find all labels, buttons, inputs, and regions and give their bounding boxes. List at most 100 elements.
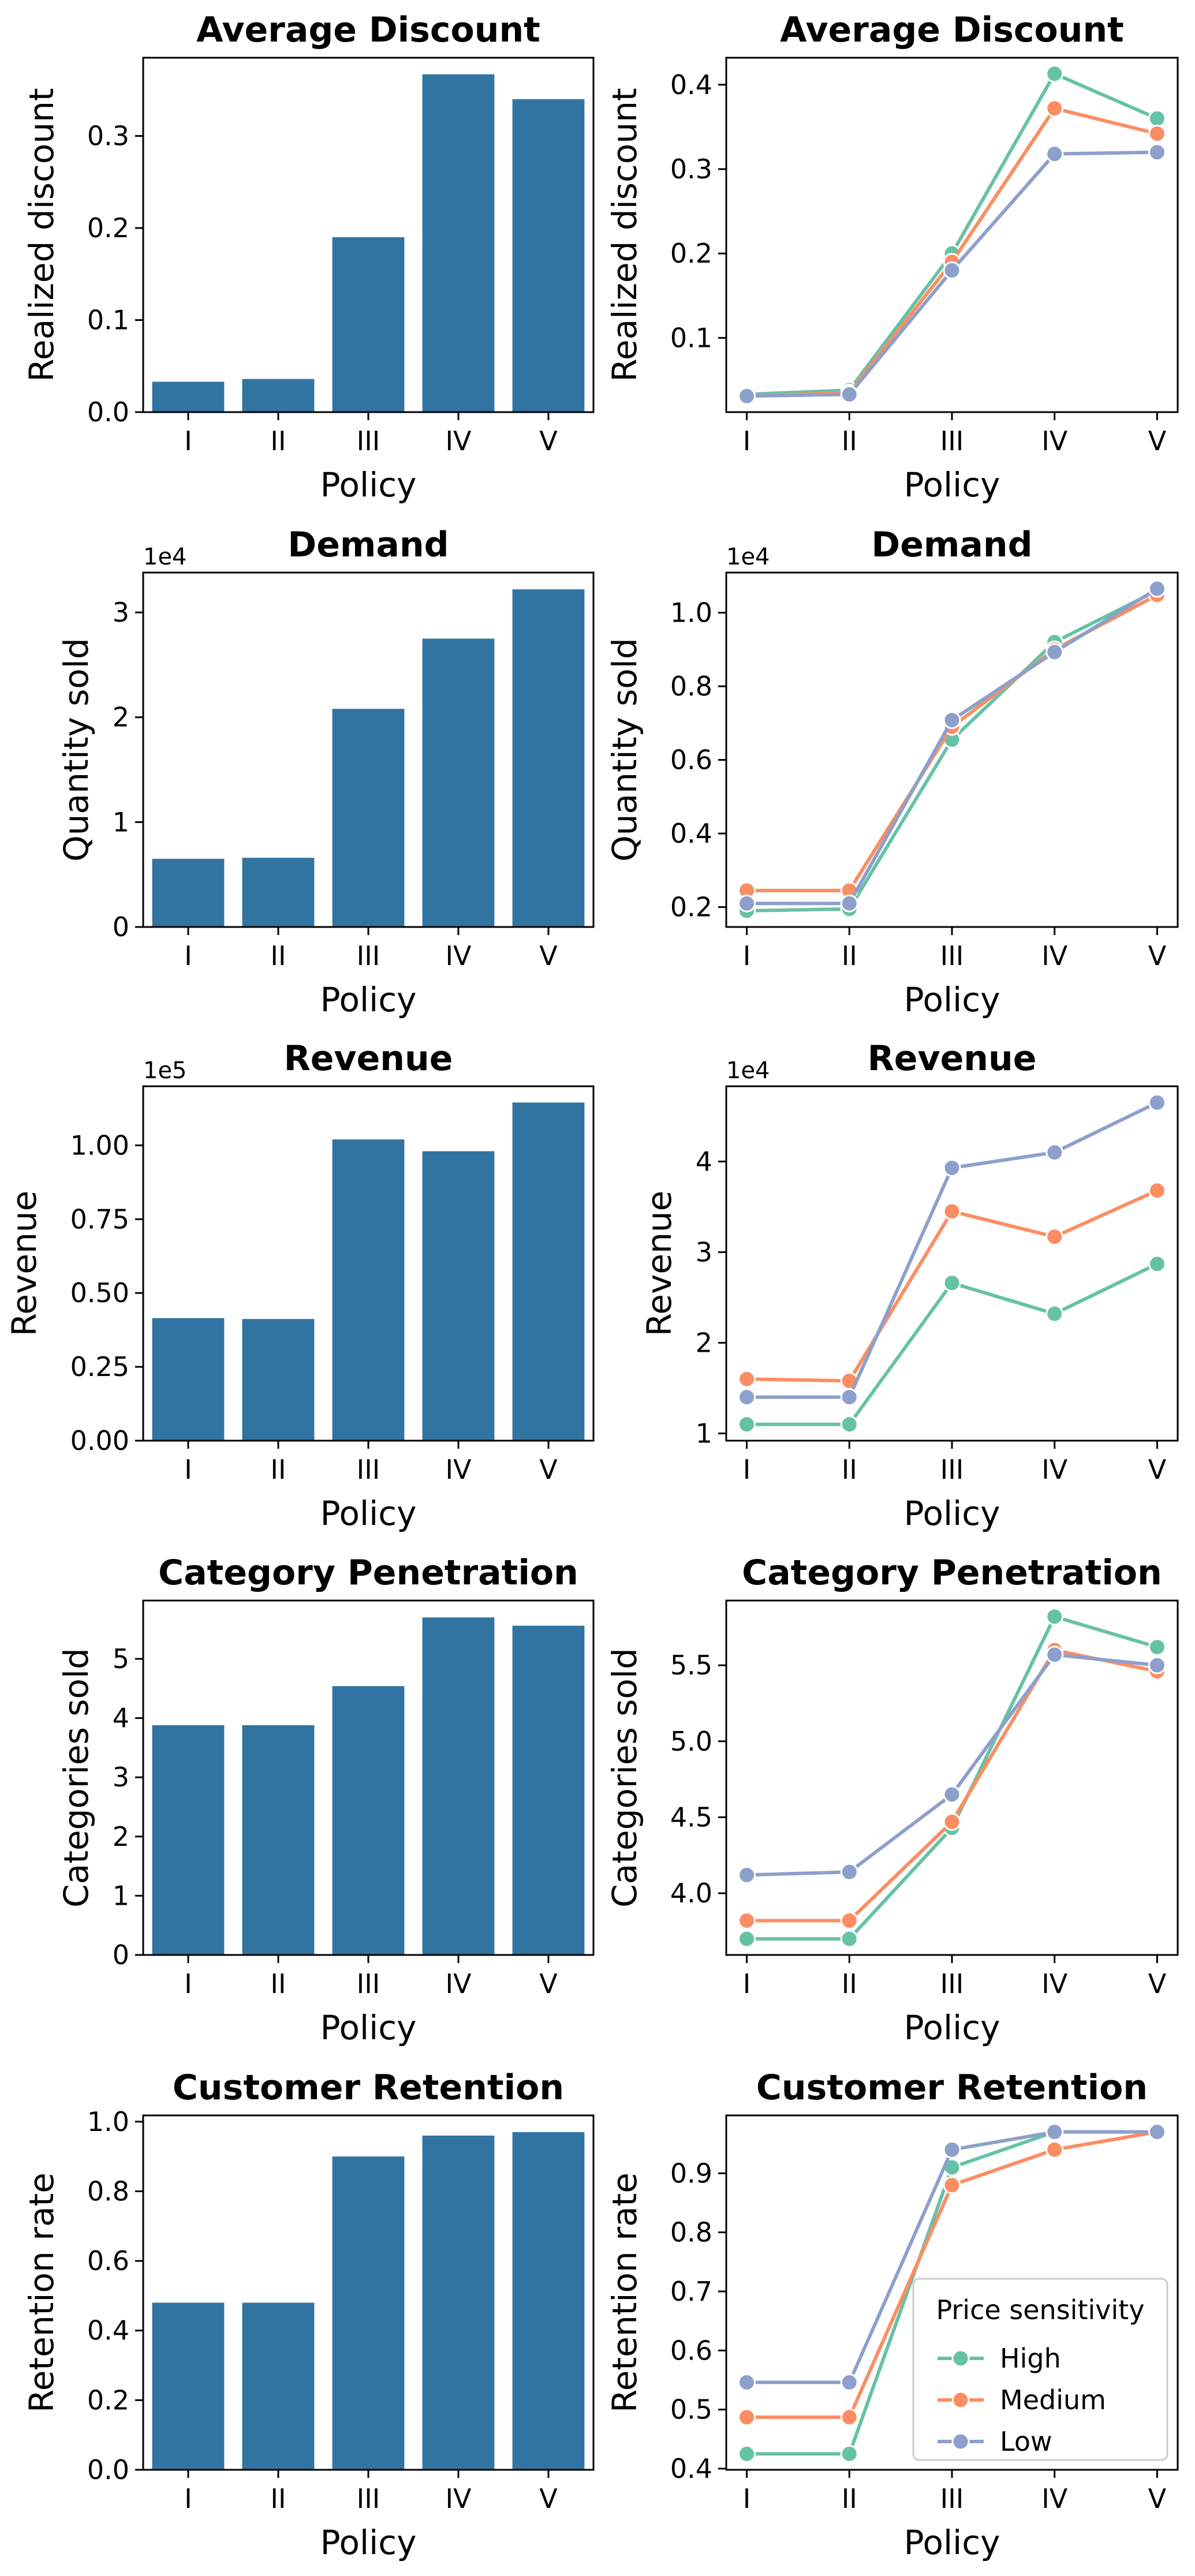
x-tick-label: V — [1148, 1454, 1167, 1485]
axes-frame — [725, 1085, 1179, 1442]
point-high-II — [840, 1415, 858, 1434]
x-tick-label: II — [842, 940, 857, 971]
y-tick-label: 0.8 — [670, 2217, 712, 2248]
point-low-III — [943, 1785, 961, 1804]
series-medium — [738, 2123, 1166, 2427]
point-high-I — [738, 2444, 756, 2463]
point-medium-III — [943, 1202, 961, 1221]
x-tick-label: IV — [445, 1968, 472, 1999]
x-axis-label: Policy — [320, 980, 417, 1019]
y-tick-label: 1 — [696, 1418, 712, 1449]
x-tick-label: IV — [445, 425, 472, 457]
y-tick-label: 0.9 — [670, 2158, 712, 2189]
x-axis-label: Policy — [320, 1494, 417, 1533]
point-low-IV — [1045, 643, 1064, 661]
y-axis-label: Quantity sold — [57, 638, 96, 862]
y-tick-label: 4 — [113, 1703, 129, 1734]
x-tick-label: III — [940, 1968, 964, 1999]
point-medium-II — [840, 2408, 858, 2427]
y-tick-label: 0.1 — [87, 305, 129, 336]
x-tick-label: III — [357, 1968, 380, 1999]
point-low-V — [1148, 143, 1166, 162]
series-line-high — [746, 589, 1158, 913]
x-tick-label: I — [743, 425, 751, 457]
x-tick-label: IV — [445, 2483, 472, 2514]
point-low-I — [738, 387, 756, 405]
y-tick-label: 0.4 — [670, 69, 712, 100]
y-tick-label: 4.0 — [670, 1878, 712, 1909]
axis-offset-label: 1e4 — [143, 544, 187, 570]
point-medium-IV — [1045, 99, 1064, 118]
y-axis-label: Retention rate — [605, 2173, 644, 2413]
bar-II — [242, 2302, 315, 2470]
point-low-III — [943, 2140, 961, 2159]
x-tick-label: III — [940, 425, 964, 457]
x-tick-label: I — [184, 1454, 192, 1485]
point-low-I — [738, 1388, 756, 1407]
x-tick-label: I — [184, 425, 192, 457]
point-low-IV — [1045, 1143, 1064, 1162]
series-high — [738, 65, 1166, 403]
y-axis-label: Revenue — [640, 1191, 679, 1337]
x-tick-label: IV — [1041, 425, 1068, 457]
chart-title: Revenue — [284, 1038, 453, 1079]
x-tick-label: III — [940, 2483, 964, 2514]
x-tick-label: III — [357, 425, 380, 457]
point-low-IV — [1045, 145, 1064, 163]
chart-title: Customer Retention — [173, 2067, 564, 2108]
y-tick-label: 0.00 — [70, 1425, 129, 1456]
x-tick-label: IV — [1041, 2483, 1068, 2514]
x-tick-label: IV — [1041, 1454, 1068, 1485]
y-tick-label: 0.6 — [670, 2335, 712, 2366]
point-medium-I — [738, 1370, 756, 1388]
point-medium-IV — [1045, 2140, 1064, 2159]
point-low-III — [943, 261, 961, 279]
bar-II — [242, 1725, 315, 1955]
bar-I — [152, 2302, 225, 2470]
point-low-IV — [1045, 1646, 1064, 1664]
bar-IV — [422, 74, 495, 413]
x-tick-label: I — [184, 2483, 192, 2514]
x-tick-label: III — [940, 940, 964, 971]
point-low-II — [840, 1388, 858, 1407]
x-tick-label: IV — [445, 940, 472, 971]
axes-frame — [725, 57, 1179, 413]
point-high-IV — [1045, 1607, 1064, 1626]
y-tick-label: 0.1 — [670, 322, 712, 353]
point-high-V — [1148, 1638, 1166, 1657]
x-tick-label: II — [270, 425, 286, 457]
y-tick-label: 0.4 — [670, 2453, 712, 2484]
series-line-high — [746, 71, 1158, 397]
point-low-I — [738, 894, 756, 913]
y-tick-label: 0 — [113, 1939, 129, 1971]
y-tick-label: 0.8 — [87, 2175, 129, 2207]
series-line-high — [746, 1614, 1158, 1941]
axis-offset-label: 1e4 — [726, 544, 770, 570]
bar-III — [332, 2156, 405, 2470]
point-low-V — [1148, 1093, 1166, 1112]
legend-label: Medium — [1000, 2384, 1106, 2416]
y-tick-label: 2 — [696, 1327, 712, 1358]
bar-IV — [422, 2135, 495, 2470]
point-low-II — [840, 2373, 858, 2392]
bar-V — [512, 1625, 585, 1955]
point-high-II — [840, 2444, 858, 2463]
y-tick-label: 0.6 — [87, 2245, 129, 2276]
x-tick-label: V — [1148, 425, 1167, 457]
y-tick-label: 0.50 — [70, 1277, 129, 1308]
legend: Price sensitivity High Medium Low — [912, 2278, 1168, 2461]
point-medium-I — [738, 2408, 756, 2427]
chart-title: Average Discount — [196, 10, 540, 50]
point-low-IV — [1045, 2123, 1064, 2141]
y-tick-label: 0.2 — [87, 2384, 129, 2416]
point-medium-III — [943, 1812, 961, 1831]
series-medium — [738, 1641, 1166, 1930]
x-tick-label: IV — [1041, 940, 1068, 971]
x-tick-label: II — [270, 1968, 286, 1999]
y-tick-label: 0.6 — [670, 745, 712, 776]
